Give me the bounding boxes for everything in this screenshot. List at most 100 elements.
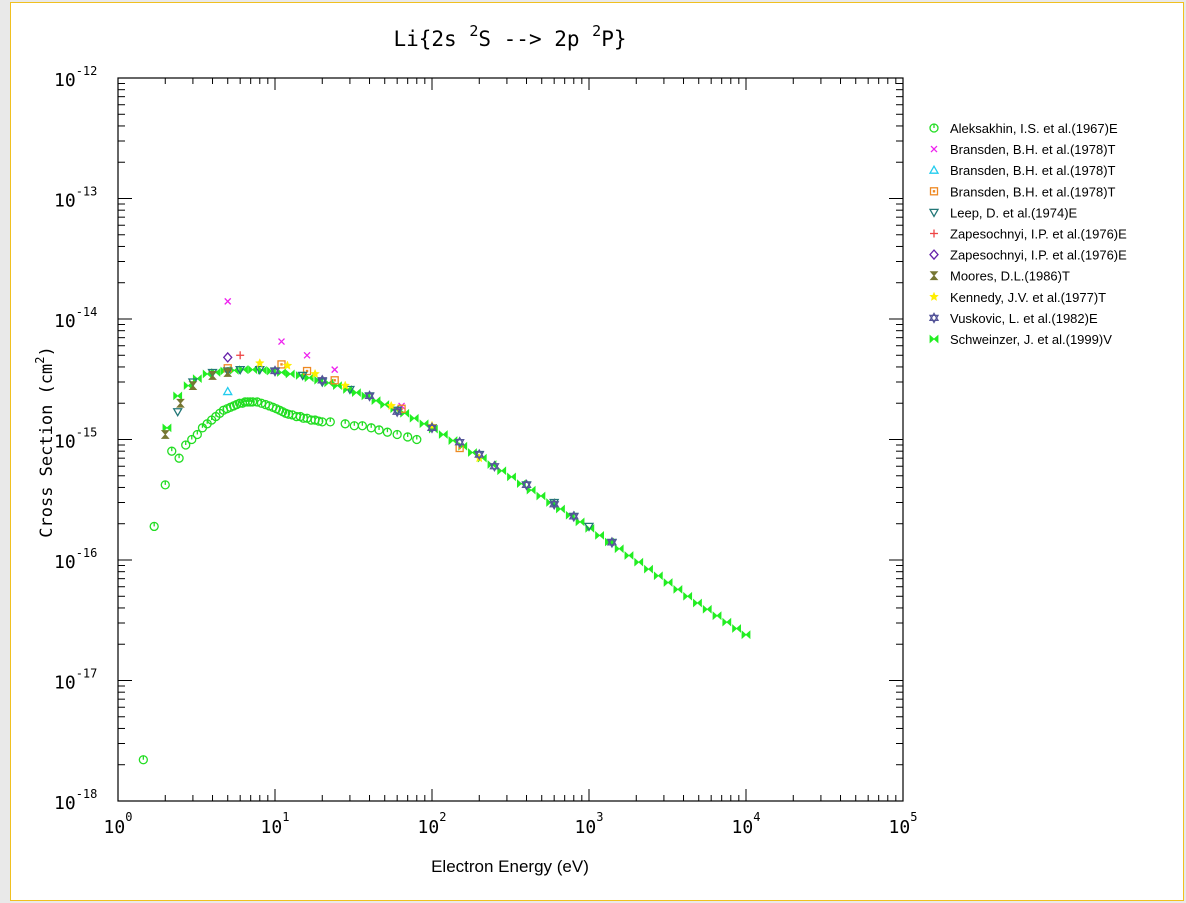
data-point	[386, 400, 397, 411]
data-point	[224, 297, 232, 305]
data-point	[282, 360, 293, 370]
data-point	[426, 422, 438, 434]
x-tick-label: 100	[104, 810, 133, 838]
x-tick-label: 104	[732, 810, 761, 838]
data-point	[398, 402, 406, 410]
data-point	[583, 522, 595, 532]
axis-ticks	[117, 77, 904, 802]
data-point	[928, 208, 940, 218]
data-point	[929, 271, 939, 281]
x-tick-label: 103	[575, 810, 604, 838]
data-point	[187, 434, 197, 445]
data-point	[254, 358, 265, 368]
axis-tick-labels: 100 101 102 103 104 105 10-18 10-17 10-16 10-15 10…	[54, 64, 917, 838]
legend-item: Zapesochnyi, I.P. et al.(1976)E	[930, 227, 1127, 242]
data-point	[929, 334, 939, 344]
y-axis-label: Cross Section (cm2)	[33, 346, 57, 537]
data-point	[208, 371, 217, 380]
data-point	[741, 630, 751, 640]
legend-label: Bransden, B.H. et al.(1978)T	[950, 163, 1116, 178]
data-point	[663, 578, 673, 587]
legend-label: Moores, D.L.(1986)T	[950, 269, 1070, 284]
data-point	[468, 448, 477, 457]
x-tick-label: 105	[889, 810, 918, 838]
data-point	[302, 366, 312, 376]
data-point	[595, 531, 604, 540]
data-point	[181, 440, 191, 450]
legend-label: Bransden, B.H. et al.(1978)T	[950, 142, 1116, 157]
data-point	[526, 485, 536, 495]
data-point	[448, 436, 458, 445]
data-point	[614, 544, 624, 554]
y-tick-label: 10-17	[54, 667, 97, 694]
legend-label: Zapesochnyi, I.P. et al.(1976)E	[950, 248, 1127, 263]
data-point	[392, 405, 403, 418]
legend-label: Kennedy, J.V. et al.(1977)T	[950, 290, 1106, 305]
y-tick-label: 10-15	[54, 426, 97, 453]
data-point	[174, 453, 184, 463]
data-point	[330, 376, 339, 385]
data-point	[357, 421, 367, 431]
legend-item: Leep, D. et al.(1974)E	[928, 205, 1078, 220]
data-point	[162, 423, 172, 433]
data-point	[254, 365, 265, 375]
y-tick-label: 10-14	[54, 305, 97, 332]
data-point	[489, 460, 500, 473]
legend-label: Aleksakhin, I.S. et al.(1967)E	[950, 121, 1118, 136]
data-point	[403, 432, 413, 442]
data-point	[712, 611, 722, 621]
data-point	[364, 390, 375, 402]
y-tick-label: 10-16	[54, 546, 97, 573]
data-point	[340, 419, 350, 429]
data-point	[349, 421, 359, 431]
data-point	[722, 617, 732, 627]
plot-area	[117, 77, 904, 802]
data-point	[173, 391, 183, 401]
legend-item: Kennedy, J.V. et al.(1977)T	[929, 290, 1106, 305]
data-point	[380, 400, 390, 409]
y-tick-label: 10-18	[54, 787, 97, 814]
data-point	[392, 429, 402, 440]
legend-item: Aleksakhin, I.S. et al.(1967)E	[929, 121, 1118, 136]
data-point	[474, 448, 485, 461]
legend-item: Vuskovic, L. et al.(1982)E	[928, 311, 1098, 326]
x-tick-label: 101	[261, 810, 290, 838]
data-point	[304, 373, 314, 383]
legend-item: Bransden, B.H. et al.(1978)T	[928, 163, 1116, 178]
data-point	[732, 624, 741, 633]
data-point	[497, 466, 507, 476]
data-point	[930, 229, 938, 238]
x-axis-label: Electron Energy (eV)	[431, 857, 589, 876]
y-tick-label: 10-12	[54, 64, 97, 91]
legend-item: Bransden, B.H. et al.(1978)T	[929, 184, 1116, 199]
data-point	[549, 498, 560, 511]
data-point	[653, 571, 663, 581]
data-point	[374, 425, 384, 435]
data-point	[568, 510, 579, 523]
data-point	[409, 413, 419, 423]
data-point	[223, 368, 233, 377]
data-point	[222, 367, 233, 377]
legend-label: Vuskovic, L. et al.(1982)E	[950, 311, 1098, 326]
legend-item: Moores, D.L.(1986)T	[929, 269, 1070, 284]
data-point	[344, 385, 356, 395]
data-point	[172, 408, 183, 418]
x-tick-label: 102	[418, 810, 447, 838]
data-point	[536, 491, 546, 501]
data-point	[634, 557, 644, 567]
data-point	[222, 386, 233, 396]
data-point	[188, 381, 198, 391]
data-point	[278, 338, 285, 346]
legend-item: Schweinzer, J. et al.(1999)V	[929, 332, 1112, 347]
data-point	[303, 351, 311, 359]
legend-label: Bransden, B.H. et al.(1978)T	[950, 184, 1116, 199]
data-point	[930, 145, 938, 153]
data-point	[454, 436, 465, 448]
plot-frame	[117, 77, 904, 802]
data-point	[644, 564, 653, 574]
data-point	[297, 371, 308, 381]
chart-title: Li{2s 2S --> 2p 2P}	[393, 22, 626, 51]
data-point	[192, 429, 202, 440]
data-point	[673, 585, 683, 594]
data-point	[412, 434, 422, 445]
